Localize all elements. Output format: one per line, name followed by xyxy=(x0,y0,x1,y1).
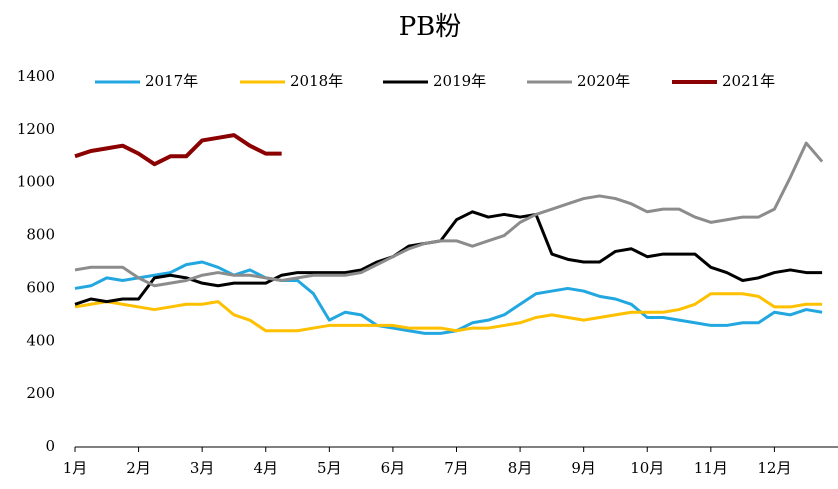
y-tick-label: 600 xyxy=(26,278,55,296)
x-tick-label: 9月 xyxy=(571,459,596,477)
legend-label: 2018年 xyxy=(290,72,343,90)
y-tick-label: 400 xyxy=(26,331,55,349)
x-tick-label: 3月 xyxy=(190,459,215,477)
legend-label: 2021年 xyxy=(722,72,775,90)
line-series xyxy=(74,292,823,333)
line-series xyxy=(74,133,282,167)
x-tick-label: 4月 xyxy=(253,459,278,477)
line-series xyxy=(74,210,823,306)
legend-label: 2019年 xyxy=(433,72,486,90)
x-tick-label: 8月 xyxy=(508,459,533,477)
y-tick-label: 1400 xyxy=(17,67,55,85)
line-series xyxy=(74,141,824,288)
legend-label: 2020年 xyxy=(577,72,630,90)
x-tick-label: 6月 xyxy=(381,459,406,477)
x-tick-label: 1月 xyxy=(63,459,88,477)
x-tick-label: 7月 xyxy=(444,459,469,477)
x-tick-label: 5月 xyxy=(317,459,342,477)
x-tick-label: 12月 xyxy=(757,459,791,477)
line-series xyxy=(74,260,823,335)
y-tick-label: 200 xyxy=(26,384,55,402)
y-tick-label: 1000 xyxy=(17,173,55,191)
chart-title: PB粉 xyxy=(399,12,462,42)
x-tick-label: 2月 xyxy=(126,459,151,477)
y-tick-label: 1200 xyxy=(17,120,55,138)
x-tick-label: 10月 xyxy=(630,459,664,477)
y-tick-label: 800 xyxy=(26,226,55,244)
y-tick-label: 0 xyxy=(45,437,55,455)
legend-label: 2017年 xyxy=(145,72,198,90)
x-tick-label: 11月 xyxy=(694,459,728,477)
